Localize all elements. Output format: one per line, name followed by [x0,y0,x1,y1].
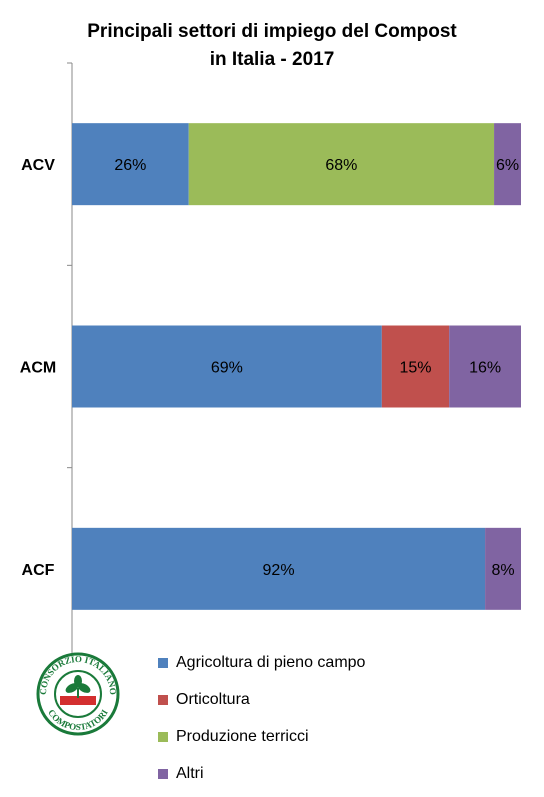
data-label-acv-agricoltura-di-pieno-campo: 26% [114,157,146,174]
bar-acv-altri [494,123,521,206]
chart-title: Principali settori di impiego del Compos… [0,18,544,74]
data-label-acf-altri: 8% [491,562,514,579]
category-label-acm: ACM [20,360,56,377]
labels-layer: ACV 26% 68% 6% ACM 69% 15% 16% ACF 92% 8% [20,157,519,579]
leaf-icon [65,675,91,698]
bar-acm-altri [449,325,521,408]
chart-title-line-1: Principali settori di impiego del Compos… [87,21,457,42]
legend-item-orticoltura: Orticoltura [158,681,365,718]
legend-label: Produzione terricci [176,727,309,745]
legend-item-altri: Altri [158,755,365,792]
bar-acv-produzione-terricci [188,123,495,206]
data-label-acf-agricoltura-di-pieno-campo: 92% [263,562,295,579]
bars-layer [72,123,521,610]
consorzio-logo: CONSORZIO ITALIANO COMPOSTATORI [36,652,120,736]
data-label-acm-orticoltura: 15% [399,360,431,377]
legend-item-produzione-terricci: Produzione terricci [158,718,365,755]
legend-swatch [158,731,168,742]
legend-item-agricoltura-di-pieno-campo: Agricoltura di pieno campo [158,644,365,681]
bar-acv-agricoltura-di-pieno-campo [72,123,189,206]
category-label-acf: ACF [22,562,55,579]
data-label-acv-altri: 6% [496,157,519,174]
legend-label: Orticoltura [176,690,250,708]
chart-title-line-2: in Italia - 2017 [209,49,335,70]
legend-swatch [158,694,168,705]
bar-acm-orticoltura [381,325,450,408]
data-label-acm-agricoltura-di-pieno-campo: 69% [211,360,243,377]
bar-acf-altri [485,527,521,610]
legend-swatch [158,657,168,668]
bar-acm-agricoltura-di-pieno-campo [72,325,382,408]
category-label-acv: ACV [21,157,55,174]
axis-layer [67,62,73,671]
legend-label: Altri [176,764,204,782]
logo-red-band [60,696,96,705]
legend-label: Agricoltura di pieno campo [176,653,366,671]
bar-acf-agricoltura-di-pieno-campo [72,527,486,610]
legend: Agricoltura di pieno campo Orticoltura Pro… [158,644,365,792]
data-label-acv-produzione-terricci: 68% [325,157,357,174]
data-label-acm-altri: 16% [469,360,501,377]
legend-swatch [158,768,168,779]
